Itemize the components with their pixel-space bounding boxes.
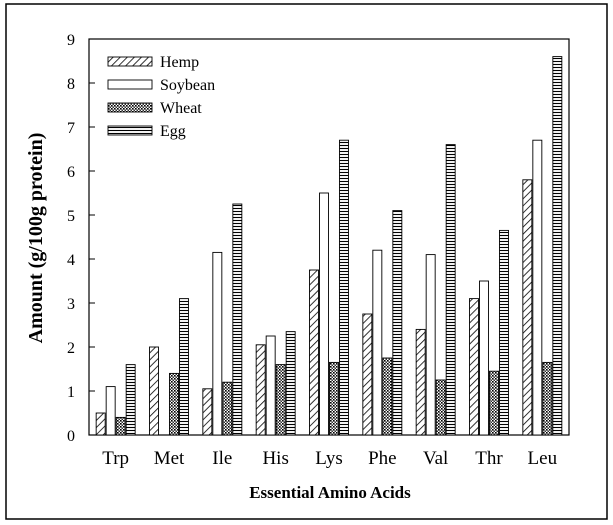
legend-swatch-soybean: [107, 79, 153, 90]
bar-soybean-his: [265, 335, 276, 436]
legend-label-wheat: Wheat: [160, 100, 202, 117]
y-tick-label: 5: [67, 208, 75, 225]
bar-soybean-val: [425, 254, 436, 436]
bar-egg-lys: [339, 139, 349, 436]
bar-egg-met: [179, 298, 189, 436]
bar-wheat-val: [435, 379, 446, 436]
x-tick-label-val: Val: [423, 448, 448, 469]
bar-egg-his: [285, 331, 296, 436]
bar-egg-leu: [552, 56, 563, 436]
figure-border: [5, 3, 608, 520]
y-tick-label: 4: [67, 252, 75, 269]
bar-hemp-his: [255, 344, 266, 436]
bar-wheat-met: [169, 372, 179, 436]
y-tick-label: 6: [67, 164, 75, 181]
bar-hemp-leu: [522, 179, 533, 436]
bar-wheat-leu: [542, 361, 553, 436]
bar-soybean-lys: [319, 192, 329, 436]
plot-area: [88, 38, 570, 436]
bar-wheat-lys: [329, 361, 339, 436]
y-tick-label: 0: [67, 428, 75, 445]
bar-hemp-phe: [362, 313, 373, 436]
y-tick-label: 1: [67, 384, 75, 401]
bar-soybean-ile: [212, 251, 223, 436]
legend-swatch-hemp: [107, 56, 153, 67]
bar-hemp-val: [415, 328, 426, 436]
bar-wheat-thr: [489, 370, 499, 436]
bar-wheat-phe: [382, 357, 393, 436]
x-tick-label-phe: Phe: [368, 448, 397, 469]
bar-soybean-thr: [479, 280, 489, 436]
y-tick-label: 8: [67, 76, 75, 93]
y-tick-label: 7: [67, 120, 75, 137]
x-tick-label-met: Met: [154, 448, 185, 469]
legend-label-hemp: Hemp: [160, 54, 199, 71]
x-tick-label-lys: Lys: [315, 448, 342, 469]
x-tick-label-trp: Trp: [102, 448, 129, 469]
bar-soybean-trp: [105, 386, 116, 436]
y-tick-label: 3: [67, 296, 75, 313]
legend: Hemp Soybean Wheat Egg: [107, 54, 215, 140]
bar-hemp-met: [149, 346, 159, 436]
bar-soybean-phe: [372, 249, 383, 436]
y-axis-title: Amount (g/100g protein): [25, 133, 47, 344]
legend-swatch-egg: [107, 125, 153, 136]
bar-wheat-ile: [222, 381, 233, 436]
bar-wheat-his: [275, 364, 286, 436]
x-axis: Trp Met Ile His Lys Phe Val Thr Leu: [102, 448, 557, 469]
legend-swatch-wheat: [107, 102, 153, 113]
legend-label-soybean: Soybean: [160, 77, 215, 94]
bar-egg-thr: [499, 229, 509, 436]
bar-hemp-lys: [309, 269, 319, 436]
x-tick-label-thr: Thr: [475, 448, 503, 469]
x-tick-label-ile: Ile: [212, 448, 232, 469]
bar-egg-ile: [232, 203, 243, 436]
bar-egg-val: [445, 144, 456, 436]
bar-hemp-trp: [95, 412, 106, 436]
x-tick-label-leu: Leu: [528, 448, 558, 469]
bar-wheat-trp: [115, 416, 126, 436]
y-tick-label: 2: [67, 340, 75, 357]
x-axis-title: Essential Amino Acids: [249, 483, 411, 502]
y-tick-label: 9: [67, 32, 75, 49]
bar-hemp-ile: [202, 388, 213, 436]
x-tick-label-his: His: [262, 448, 288, 469]
bars-group: [95, 56, 563, 436]
legend-label-egg: Egg: [160, 123, 186, 140]
bar-soybean-leu: [532, 139, 543, 436]
bar-hemp-thr: [469, 298, 479, 436]
bar-egg-trp: [125, 364, 136, 436]
bar-egg-phe: [392, 210, 403, 436]
y-axis: 0 1 2 3 4 5 6 7 8 9: [67, 32, 95, 445]
